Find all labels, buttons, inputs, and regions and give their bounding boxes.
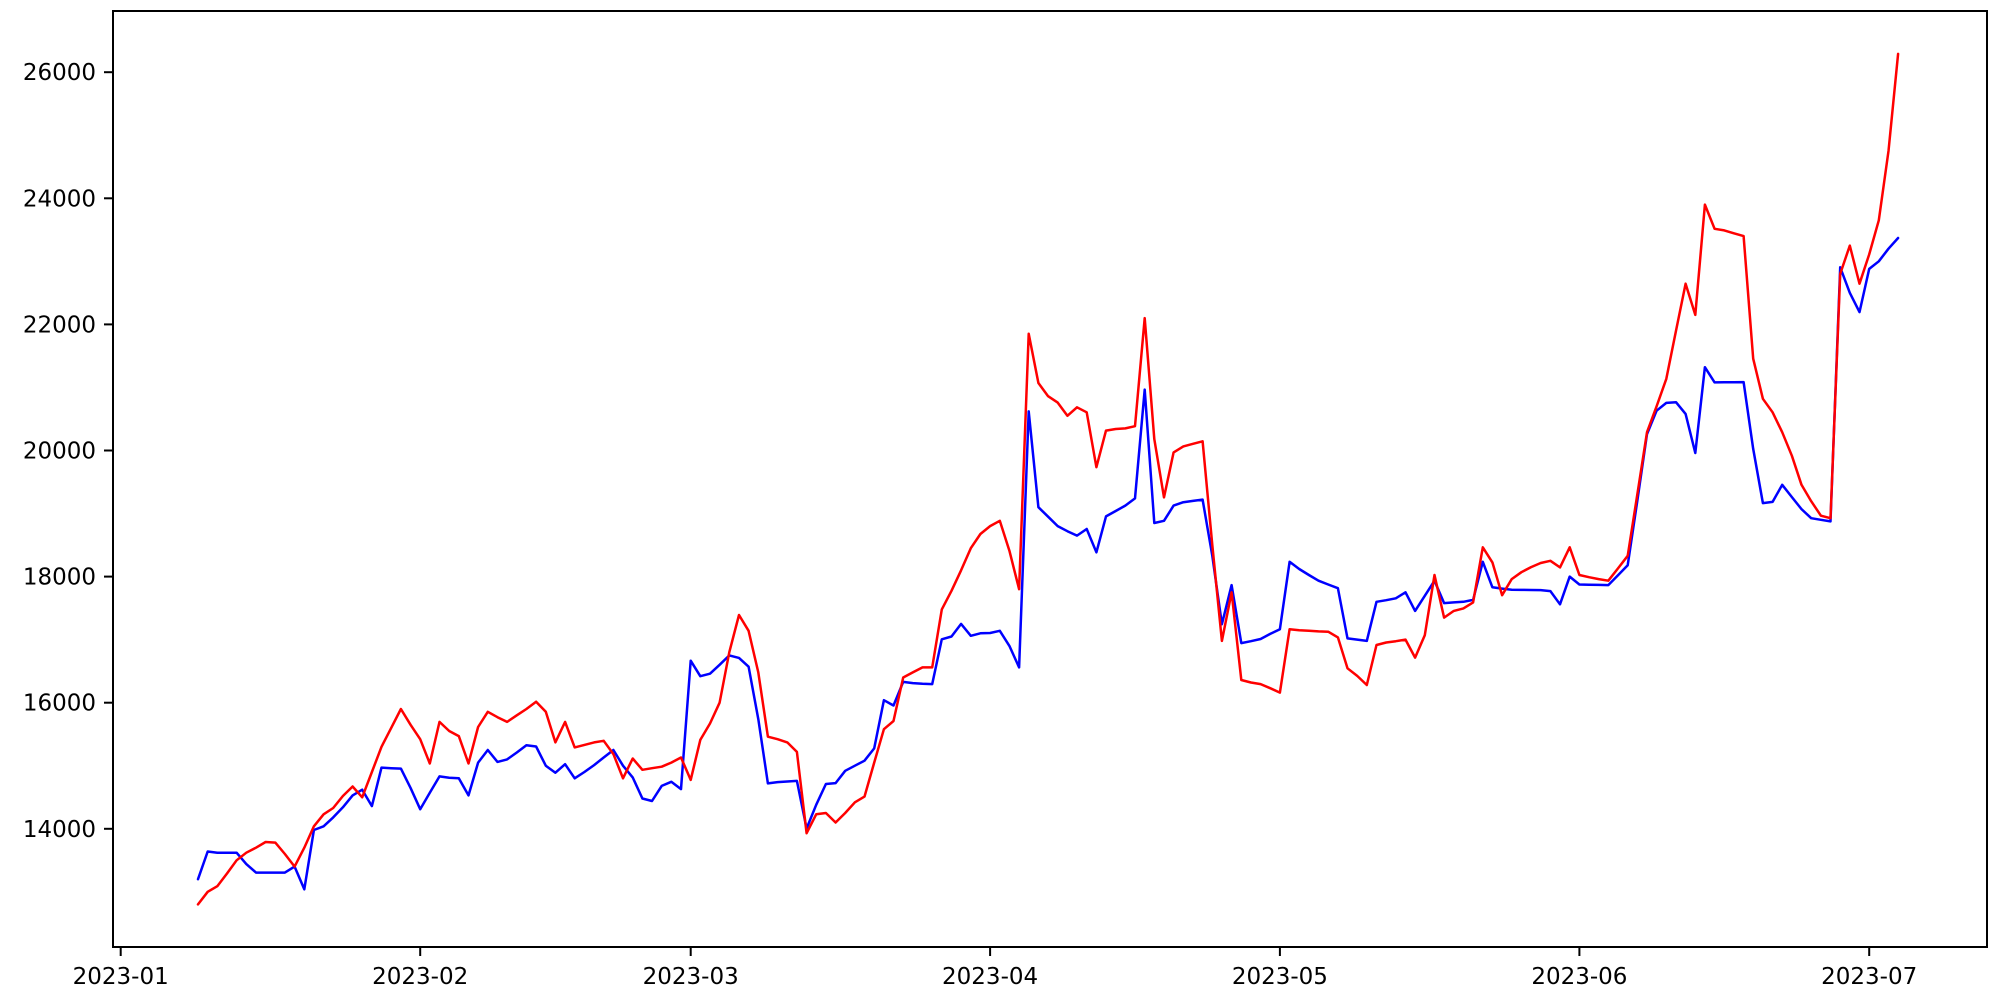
y-tick-label: 22000	[23, 312, 96, 338]
x-tick-label: 2023-04	[942, 964, 1038, 990]
blue-series-line	[196, 236, 1900, 891]
y-tick-label: 20000	[23, 439, 96, 465]
plot-border	[112, 10, 1988, 948]
y-tick-label: 24000	[23, 186, 96, 212]
y-tick-label: 14000	[23, 817, 96, 843]
y-tick-label: 18000	[23, 565, 96, 591]
x-tick-label: 2023-05	[1232, 964, 1328, 990]
x-tick-label: 2023-02	[372, 964, 468, 990]
x-tick-label: 2023-06	[1531, 964, 1627, 990]
y-tick-label: 26000	[23, 60, 96, 86]
x-tick-label: 2023-03	[643, 964, 739, 990]
y-tick-label: 16000	[23, 691, 96, 717]
x-tick-label: 2023-07	[1821, 964, 1917, 990]
red-series-line	[196, 52, 1900, 906]
x-tick-label: 2023-01	[73, 964, 169, 990]
